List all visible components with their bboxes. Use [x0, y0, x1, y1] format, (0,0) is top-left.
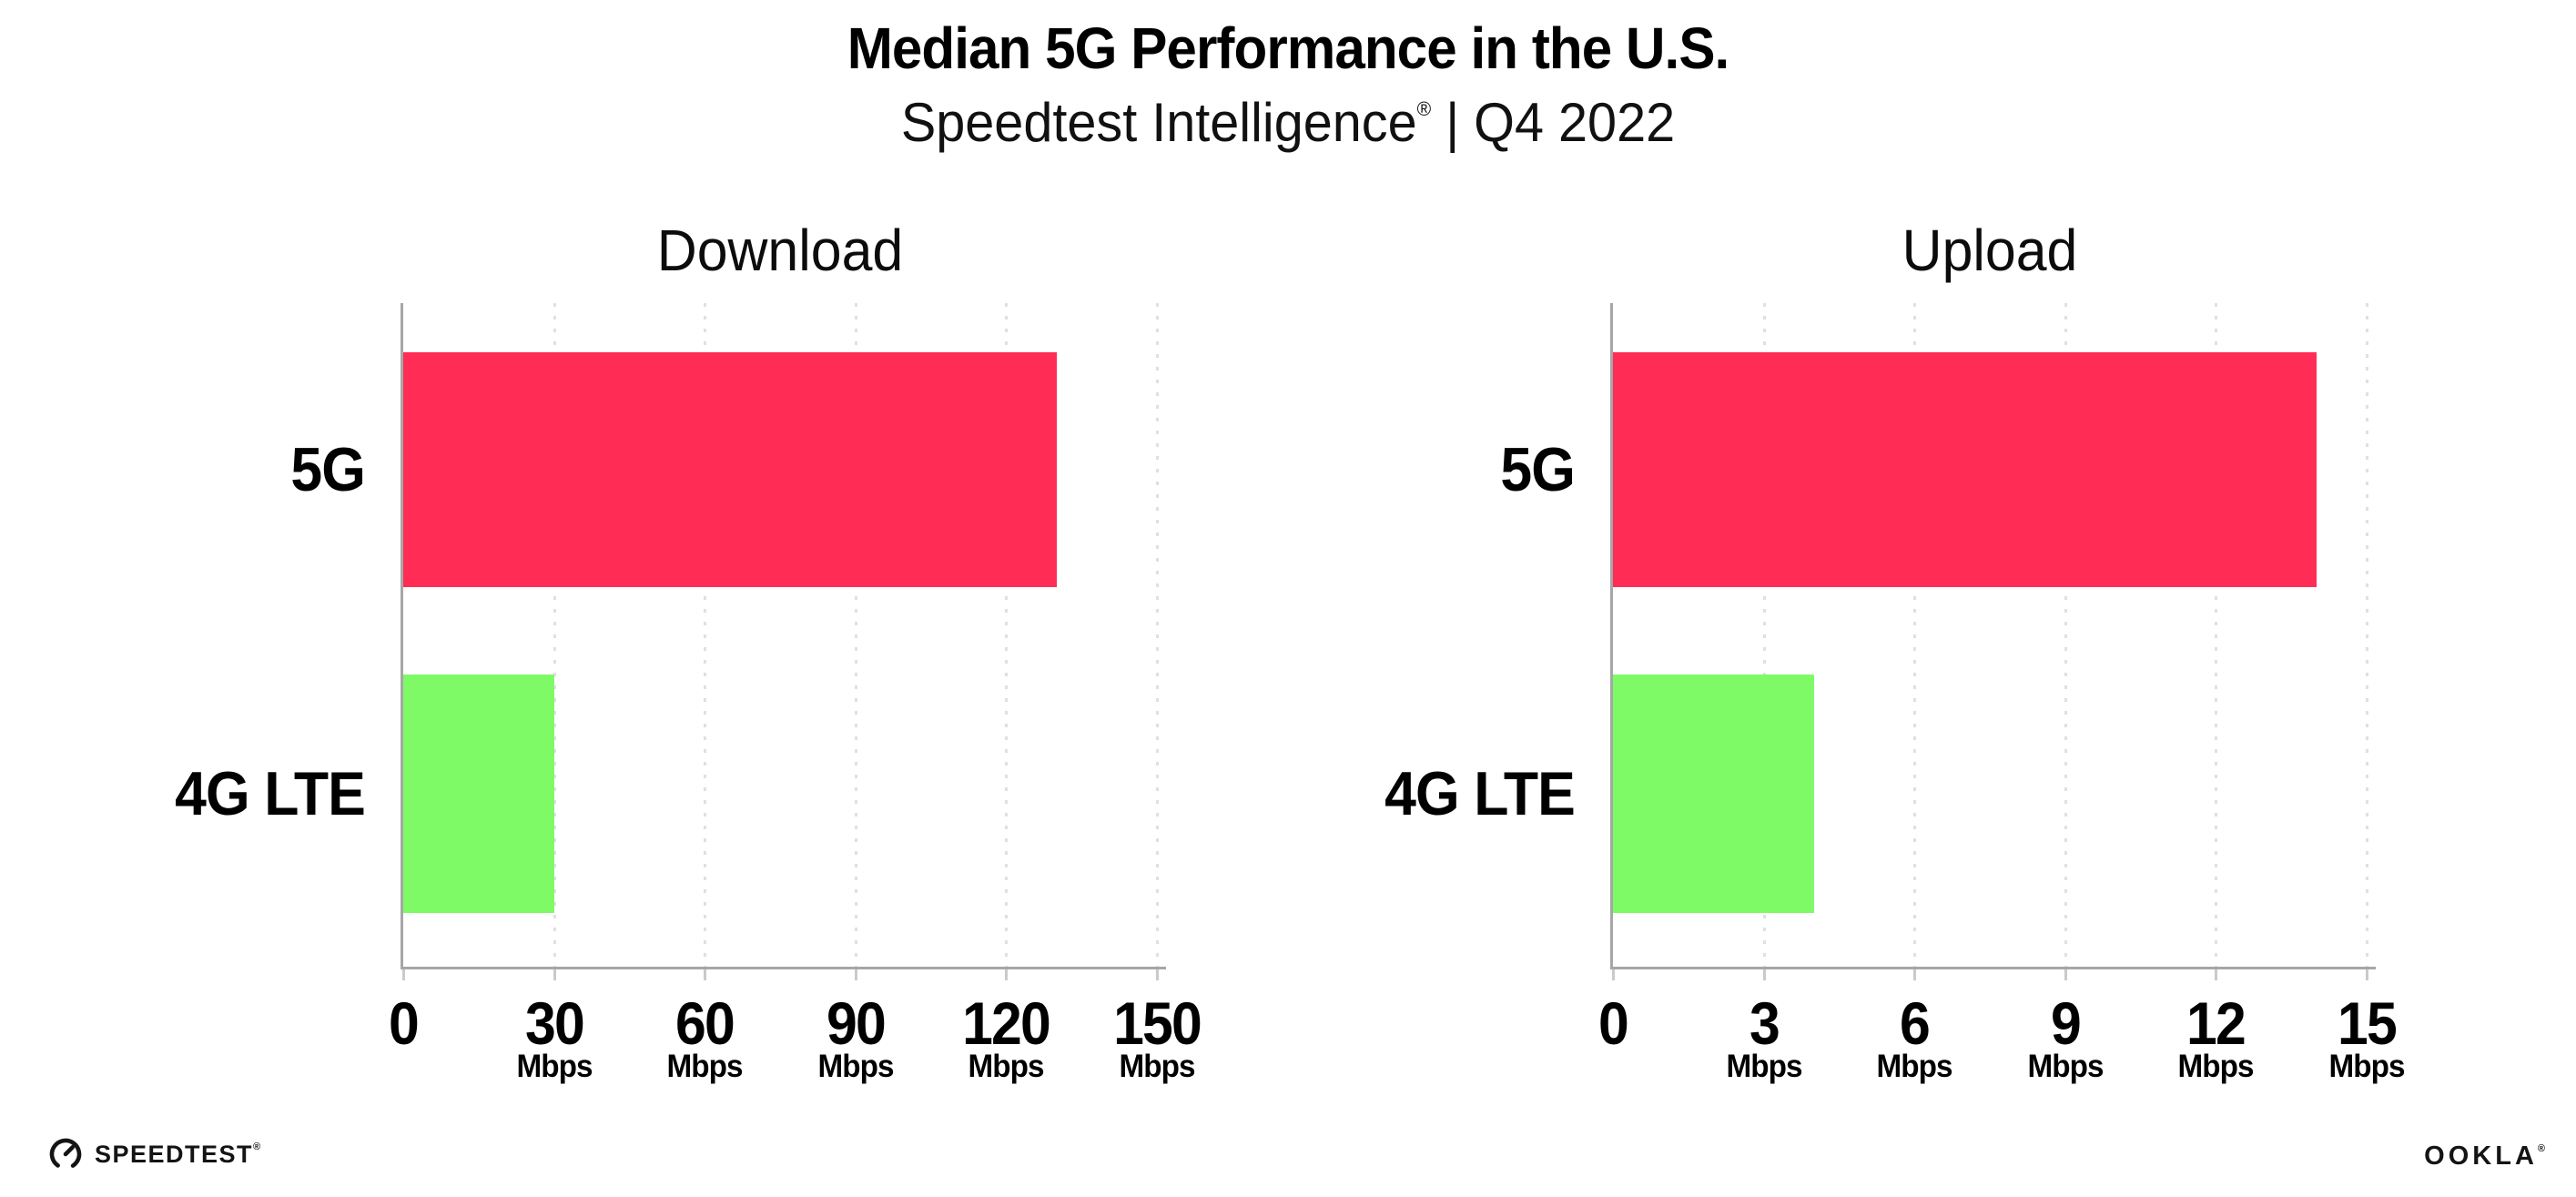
x-tick-label-download-30: 30: [524, 989, 585, 1057]
gridline-download-120: [1005, 303, 1009, 967]
bar-upload-5g: [1613, 352, 2317, 587]
x-tick-label-download-60: 60: [675, 989, 735, 1057]
ookla-wordmark: OOKLA®: [2424, 1141, 2545, 1171]
tick-mark-upload-15: [2366, 969, 2368, 980]
page-subtitle: Speedtest Intelligence® | Q4 2022: [52, 91, 2525, 154]
chart-title-download: Download: [656, 218, 904, 283]
subtitle-separator: |: [1431, 92, 1475, 153]
chart-title-upload: Upload: [1902, 218, 2078, 283]
x-tick-label-download-0: 0: [389, 989, 420, 1057]
x-tick-unit-upload-6: Mbps: [1876, 1049, 1953, 1084]
x-tick-unit-download-60: Mbps: [666, 1049, 744, 1084]
tick-mark-download-0: [402, 969, 405, 980]
page-title: Median 5G Performance in the U.S.: [847, 15, 1729, 81]
x-tick-unit-upload-15: Mbps: [2328, 1049, 2405, 1084]
tick-mark-upload-6: [1913, 969, 1917, 980]
registered-mark: ®: [1416, 97, 1432, 120]
y-axis-line-download: [401, 303, 403, 967]
x-tick-label-upload-3: 3: [1749, 989, 1780, 1057]
gridline-download-150: [1156, 303, 1159, 967]
x-tick-unit-download-30: Mbps: [516, 1049, 593, 1084]
x-tick-unit-download-120: Mbps: [968, 1049, 1045, 1084]
gridline-upload-9: [2064, 303, 2067, 967]
bar-download-5g: [403, 352, 1057, 587]
x-tick-unit-upload-9: Mbps: [2027, 1049, 2104, 1084]
gridline-download-60: [704, 303, 707, 967]
x-tick-label-download-90: 90: [826, 989, 887, 1057]
speedtest-wordmark: SPEEDTEST®: [95, 1140, 261, 1168]
gridline-download-90: [854, 303, 857, 967]
tick-mark-download-30: [553, 969, 556, 980]
header: Median 5G Performance in the U.S. Speedt…: [0, 0, 2576, 154]
x-tick-label-upload-0: 0: [1598, 989, 1629, 1057]
registered-mark: ®: [2537, 1143, 2545, 1154]
registered-mark: ®: [253, 1141, 261, 1152]
tick-mark-download-120: [1005, 969, 1009, 980]
ookla-logo: OOKLA®: [2424, 1141, 2545, 1172]
x-tick-label-upload-6: 6: [1900, 989, 1931, 1057]
x-tick-unit-upload-3: Mbps: [1726, 1049, 1802, 1084]
gridline-upload-12: [2215, 303, 2218, 967]
gridline-upload-15: [2366, 303, 2368, 967]
tick-mark-upload-12: [2215, 969, 2218, 980]
tick-mark-upload-0: [1612, 969, 1615, 980]
x-tick-label-upload-9: 9: [2050, 989, 2082, 1057]
category-label-upload-5g: 5G: [1500, 435, 1576, 504]
speedtest-gauge-icon: [49, 1138, 82, 1171]
x-tick-unit-download-150: Mbps: [1119, 1049, 1195, 1084]
category-label-download-4g-lte: 4G LTE: [175, 759, 366, 828]
subtitle-brand: Speedtest Intelligence: [900, 92, 1417, 153]
speedtest-logo: SPEEDTEST®: [47, 1136, 260, 1172]
x-tick-unit-upload-12: Mbps: [2177, 1049, 2255, 1084]
subtitle-period: Q4 2022: [1474, 92, 1676, 153]
x-tick-label-upload-12: 12: [2186, 989, 2246, 1057]
y-axis-line-upload: [1610, 303, 1613, 967]
x-tick-label-download-150: 150: [1113, 989, 1202, 1057]
tick-mark-upload-3: [1762, 969, 1766, 980]
x-axis-line-upload: [1610, 967, 2376, 969]
gridline-download-30: [553, 303, 556, 967]
x-tick-label-upload-15: 15: [2338, 989, 2398, 1057]
gridline-upload-6: [1913, 303, 1917, 967]
tick-mark-download-90: [854, 969, 857, 980]
tick-mark-upload-9: [2064, 969, 2067, 980]
tick-mark-download-60: [704, 969, 707, 980]
category-label-upload-4g-lte: 4G LTE: [1384, 759, 1576, 828]
gridline-upload-3: [1762, 303, 1766, 967]
tick-mark-download-150: [1156, 969, 1159, 980]
x-axis-line-download: [401, 967, 1166, 969]
x-tick-unit-download-90: Mbps: [817, 1049, 894, 1084]
bar-download-4g-lte: [403, 675, 554, 913]
category-label-download-5g: 5G: [290, 435, 366, 504]
x-tick-label-download-120: 120: [962, 989, 1051, 1057]
bar-upload-4g-lte: [1613, 675, 1814, 913]
